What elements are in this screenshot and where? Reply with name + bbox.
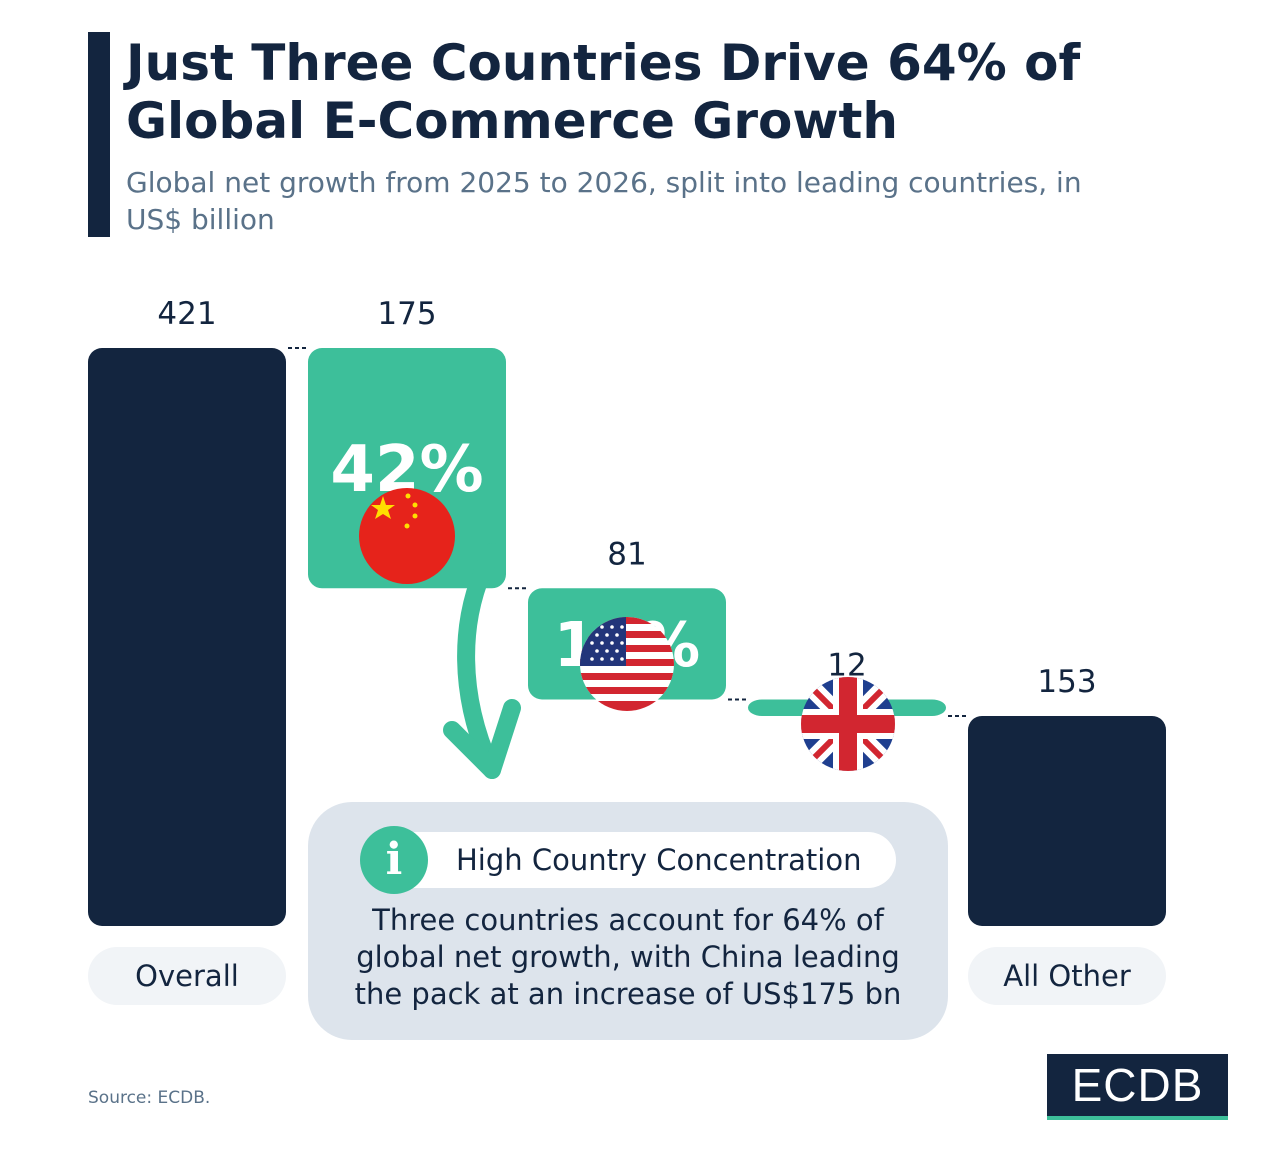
bar-all-other — [968, 715, 1166, 926]
arrow-icon — [457, 543, 501, 779]
callout-box: i High Country Concentration Three count… — [308, 802, 948, 1040]
bar-china — [308, 348, 506, 589]
ecdb-logo: ECDB — [1047, 1054, 1228, 1120]
callout-body: Three countries account for 64% of globa… — [354, 903, 902, 1011]
chart-title: Just Three Countries Drive 64% of Global… — [126, 34, 1081, 150]
category-label-overall: Overall — [88, 947, 286, 1005]
title-accent-bar — [88, 32, 110, 237]
info-icon: i — [360, 826, 428, 894]
category-label-all-other: All Other — [968, 947, 1166, 1005]
value-label-china: 175 — [377, 296, 436, 332]
chart-subtitle: Global net growth from 2025 to 2026, spl… — [126, 166, 1082, 236]
uk-flag-icon — [801, 677, 895, 771]
value-label-all-other: 153 — [1037, 664, 1096, 700]
callout-heading: High Country Concentration — [456, 843, 862, 877]
usa-flag-icon — [580, 617, 674, 711]
china-flag-icon — [359, 488, 455, 584]
bar-overall — [88, 348, 286, 926]
connector-lines — [288, 347, 966, 717]
arrow-head-icon — [443, 699, 521, 779]
callout-heading-pill — [362, 832, 896, 888]
source-note: Source: ECDB. — [88, 1088, 211, 1108]
value-label-usa: 81 — [607, 536, 646, 572]
value-label-overall: 421 — [157, 296, 216, 332]
